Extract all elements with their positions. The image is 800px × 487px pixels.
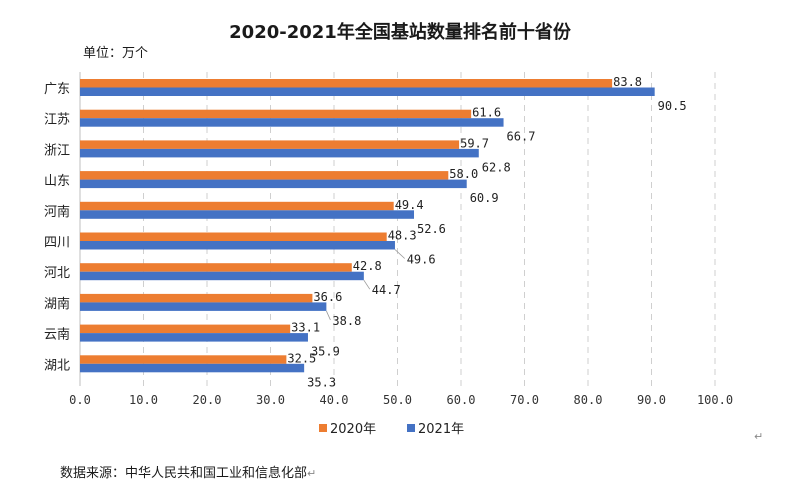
x-tick-label: 80.0 bbox=[574, 393, 603, 407]
legend-label: 2021年 bbox=[418, 422, 464, 437]
bar-2021 bbox=[80, 179, 467, 189]
legend-label: 2020年 bbox=[330, 422, 376, 437]
bar-2020 bbox=[80, 79, 613, 88]
bar-2021 bbox=[80, 271, 364, 281]
category-label: 山东 bbox=[44, 174, 70, 189]
bars bbox=[80, 79, 655, 373]
source-text: 数据来源：中华人民共和国工业和信息化部 bbox=[60, 466, 308, 481]
category-label: 河南 bbox=[44, 204, 70, 220]
leader-line bbox=[394, 249, 405, 259]
x-axis-ticks: 0.0 10.0 20.0 30.0 40.0 50.0 60.0 70.0 80.0 90.0 1… bbox=[69, 393, 733, 407]
x-tick-label: 0.0 bbox=[69, 393, 91, 407]
leader-line bbox=[326, 310, 331, 321]
data-label-2021: 90.5 bbox=[658, 99, 687, 113]
category-label: 湖北 bbox=[44, 358, 70, 373]
x-tick-label: 70.0 bbox=[510, 393, 539, 407]
category-label: 云南 bbox=[44, 327, 70, 343]
x-tick-label: 90.0 bbox=[637, 393, 666, 407]
legend: 2020年 2021年 bbox=[319, 422, 464, 437]
x-tick-label: 100.0 bbox=[697, 393, 733, 407]
x-tick-label: 30.0 bbox=[256, 393, 285, 407]
bar-2020 bbox=[80, 324, 291, 334]
legend-swatch-2021 bbox=[407, 424, 415, 432]
data-label-2021: 52.6 bbox=[417, 222, 446, 236]
data-label-2021: 62.8 bbox=[482, 160, 511, 174]
category-label: 浙江 bbox=[44, 143, 70, 158]
x-tick-label: 50.0 bbox=[383, 393, 412, 407]
bar-2021 bbox=[80, 210, 415, 219]
bar-2020 bbox=[80, 201, 394, 211]
data-label-2021: 35.9 bbox=[311, 345, 340, 359]
bar-2020 bbox=[80, 109, 472, 119]
data-label-2021: 44.7 bbox=[372, 283, 401, 297]
bar-2020 bbox=[80, 293, 313, 303]
category-label: 广东 bbox=[44, 82, 70, 97]
chart-title: 2020-2021年全国基站数量排名前十省份 bbox=[229, 22, 571, 43]
data-label-2020: 48.3 bbox=[388, 229, 417, 243]
paragraph-mark: ↵ bbox=[307, 467, 317, 480]
data-label-2021: 49.6 bbox=[407, 253, 436, 267]
data-label-2021: 66.7 bbox=[507, 130, 536, 144]
data-label-2020: 36.6 bbox=[313, 290, 342, 304]
data-label-2020: 83.8 bbox=[613, 75, 642, 89]
category-label: 河北 bbox=[44, 266, 70, 281]
data-label-2021: 38.8 bbox=[332, 314, 361, 328]
bar-2020 bbox=[80, 263, 352, 272]
x-tick-label: 10.0 bbox=[129, 393, 158, 407]
bar-2021 bbox=[80, 148, 479, 158]
bar-2021 bbox=[80, 302, 327, 311]
data-labels: 83.8 90.5 61.6 66.7 59.7 62.8 58.0 60.9 49.4 52.6… bbox=[287, 75, 686, 389]
gridlines bbox=[79, 72, 716, 386]
source-note: 数据来源：中华人民共和国工业和信息化部↵ bbox=[60, 462, 316, 481]
data-label-2021: 35.3 bbox=[307, 375, 336, 389]
data-label-2020: 59.7 bbox=[460, 136, 489, 150]
bar-2021 bbox=[80, 118, 504, 127]
bar-2021 bbox=[80, 241, 395, 250]
paragraph-mark-right: ↵ bbox=[754, 430, 764, 443]
x-tick-label: 20.0 bbox=[193, 393, 222, 407]
unit-label: 单位：万个 bbox=[83, 46, 149, 61]
x-tick-label: 40.0 bbox=[320, 393, 349, 407]
category-label: 湖南 bbox=[44, 296, 70, 312]
bar-2020 bbox=[80, 355, 287, 364]
category-label: 江苏 bbox=[44, 112, 70, 128]
leader-line bbox=[363, 279, 371, 290]
bar-2020 bbox=[80, 171, 449, 180]
bar-2020 bbox=[80, 140, 460, 149]
x-tick-label: 60.0 bbox=[447, 393, 476, 407]
data-label-2021: 60.9 bbox=[470, 191, 499, 205]
category-label: 四川 bbox=[44, 236, 70, 251]
bar-2021 bbox=[80, 363, 305, 373]
bar-2021 bbox=[80, 333, 308, 342]
data-label-2020: 32.5 bbox=[287, 351, 316, 365]
data-label-2020: 49.4 bbox=[395, 198, 424, 212]
data-label-2020: 61.6 bbox=[472, 106, 501, 120]
legend-swatch-2020 bbox=[319, 424, 327, 432]
bar-2020 bbox=[80, 232, 387, 241]
bar-2021 bbox=[80, 87, 655, 96]
data-label-2020: 42.8 bbox=[353, 259, 382, 273]
data-label-2020: 33.1 bbox=[291, 321, 320, 335]
data-label-2020: 58.0 bbox=[449, 167, 478, 181]
